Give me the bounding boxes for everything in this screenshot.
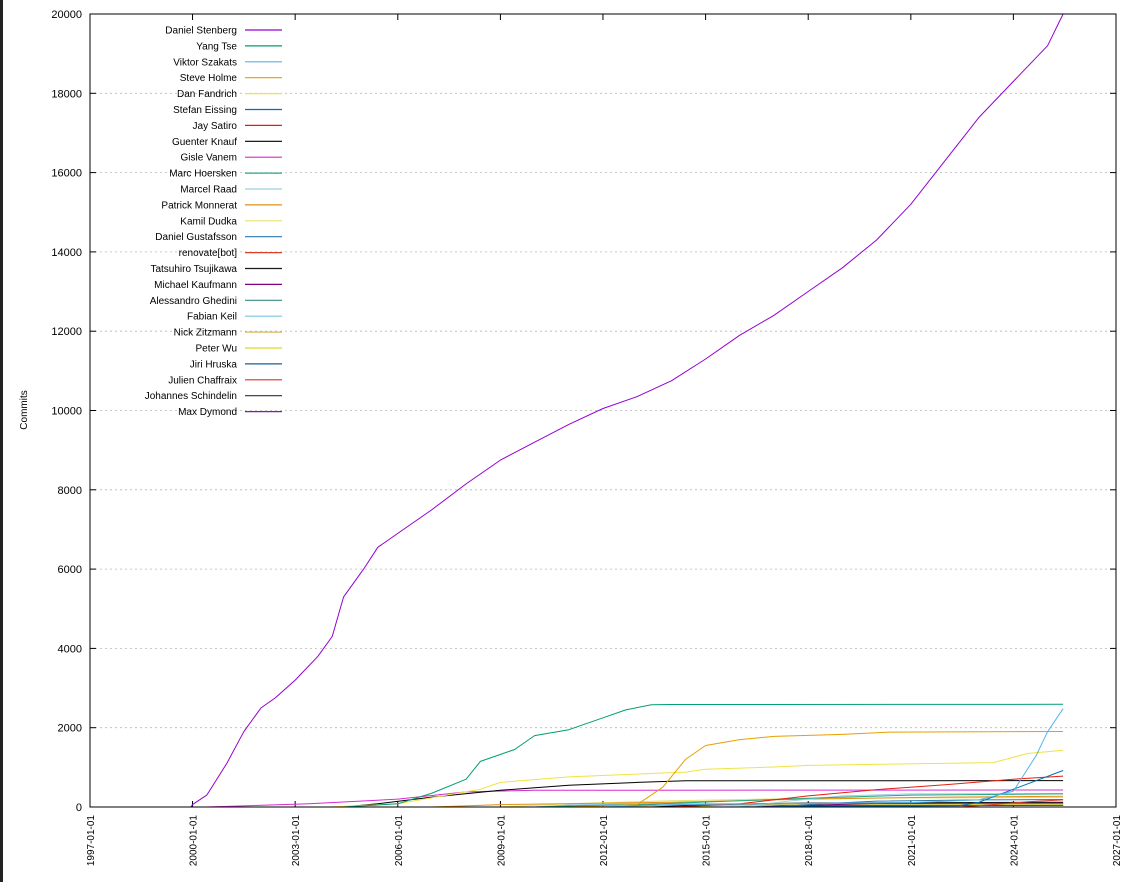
legend-label-dan-fandrich: Dan Fandrich xyxy=(177,89,237,100)
legend-label-fabian-keil: Fabian Keil xyxy=(187,312,237,323)
x-tick-label: 2003-01-01 xyxy=(291,815,302,867)
axis-layer: 0 2000 4000 6000 8000 10000 12000 14000 16000 180… xyxy=(51,9,1123,866)
legend-label-gisle-vanem: Gisle Vanem xyxy=(180,153,237,164)
y-tick-label: 6000 xyxy=(58,564,82,576)
y-tick-label: 12000 xyxy=(51,326,82,338)
x-tick-label: 2018-01-01 xyxy=(804,815,815,867)
x-tick-label: 2012-01-01 xyxy=(599,815,610,867)
x-tick-label: 2024-01-01 xyxy=(1009,815,1020,867)
series-line-daniel-gustafsson xyxy=(773,799,1064,808)
legend-label-patrick-monnerat: Patrick Monnerat xyxy=(161,200,237,211)
legend-label-alessandro-ghedini: Alessandro Ghedini xyxy=(150,296,237,307)
series-line-gisle-vanem xyxy=(206,789,1064,808)
legend-label-viktor-szakats: Viktor Szakats xyxy=(173,57,237,68)
y-tick-label: 8000 xyxy=(58,485,82,497)
y-tick-label: 10000 xyxy=(51,406,82,418)
legend-label-jay-satiro: Jay Satiro xyxy=(193,121,238,132)
legend-label-peter-wu: Peter Wu xyxy=(196,344,238,355)
grid-layer xyxy=(90,92,1116,729)
y-tick-label: 18000 xyxy=(51,88,82,100)
legend-label-daniel-gustafsson: Daniel Gustafsson xyxy=(155,232,237,243)
legend-label-steve-holme: Steve Holme xyxy=(180,73,238,84)
x-tick-label: 2009-01-01 xyxy=(496,815,507,867)
legend-label-daniel-stenberg: Daniel Stenberg xyxy=(165,26,237,37)
y-tick-label: 20000 xyxy=(51,9,82,21)
legend-label-jiri-hruska: Jiri Hruska xyxy=(190,359,238,370)
series-line-daniel-stenberg xyxy=(190,13,1064,808)
series-line-marcel-raad xyxy=(739,793,1064,808)
series-line-renovate-bot xyxy=(959,799,1064,808)
window-edge xyxy=(0,0,3,882)
y-tick-label: 0 xyxy=(76,802,82,814)
legend-label-guenter-knauf: Guenter Knauf xyxy=(172,137,237,148)
y-tick-label: 2000 xyxy=(58,723,82,735)
legend-label-marcel-raad: Marcel Raad xyxy=(180,185,237,196)
x-tick-label: 2006-01-01 xyxy=(394,815,405,867)
plot-frame xyxy=(89,13,1117,808)
x-tick-label: 2015-01-01 xyxy=(702,815,713,867)
legend-label-nick-zitzmann: Nick Zitzmann xyxy=(174,328,237,339)
legend-label-max-dymond: Max Dymond xyxy=(178,407,237,418)
legend-label-julien-chaffraix: Julien Chaffraix xyxy=(168,375,237,386)
y-tick-label: 14000 xyxy=(51,247,82,259)
x-tick-label: 2021-01-01 xyxy=(907,815,918,867)
series-line-dan-fandrich xyxy=(329,749,1064,808)
legend-label-stefan-eissing: Stefan Eissing xyxy=(173,105,237,116)
series-line-viktor-szakats xyxy=(602,708,1064,808)
series-line-yang-tse xyxy=(343,703,1064,808)
legend-label-kamil-dudka: Kamil Dudka xyxy=(180,216,237,227)
series-line-stefan-eissing xyxy=(705,770,1064,808)
legend-label-renovate-bot: renovate[bot] xyxy=(179,248,238,259)
legend-label-johannes-schindelin: Johannes Schindelin xyxy=(145,391,237,402)
series-layer xyxy=(190,13,1064,808)
x-tick-label: 2000-01-01 xyxy=(189,815,200,867)
legend-label-michael-kaufmann: Michael Kaufmann xyxy=(154,280,237,291)
x-tick-label: 2027-01-01 xyxy=(1112,815,1123,867)
series-line-guenter-knauf xyxy=(343,780,1064,808)
x-tick-label: 1997-01-01 xyxy=(86,815,97,867)
series-line-steve-holme xyxy=(568,731,1064,808)
legend: Daniel Stenberg Yang Tse Viktor Szakats Ste… xyxy=(145,26,282,418)
legend-label-tatsuhiro-tsujikawa: Tatsuhiro Tsujikawa xyxy=(150,264,237,275)
y-tick-label: 4000 xyxy=(58,643,82,655)
legend-label-marc-hoersken: Marc Hoersken xyxy=(169,169,237,180)
y-axis-label: Commits xyxy=(19,390,30,429)
y-tick-label: 16000 xyxy=(51,168,82,180)
legend-label-yang-tse: Yang Tse xyxy=(196,41,237,52)
